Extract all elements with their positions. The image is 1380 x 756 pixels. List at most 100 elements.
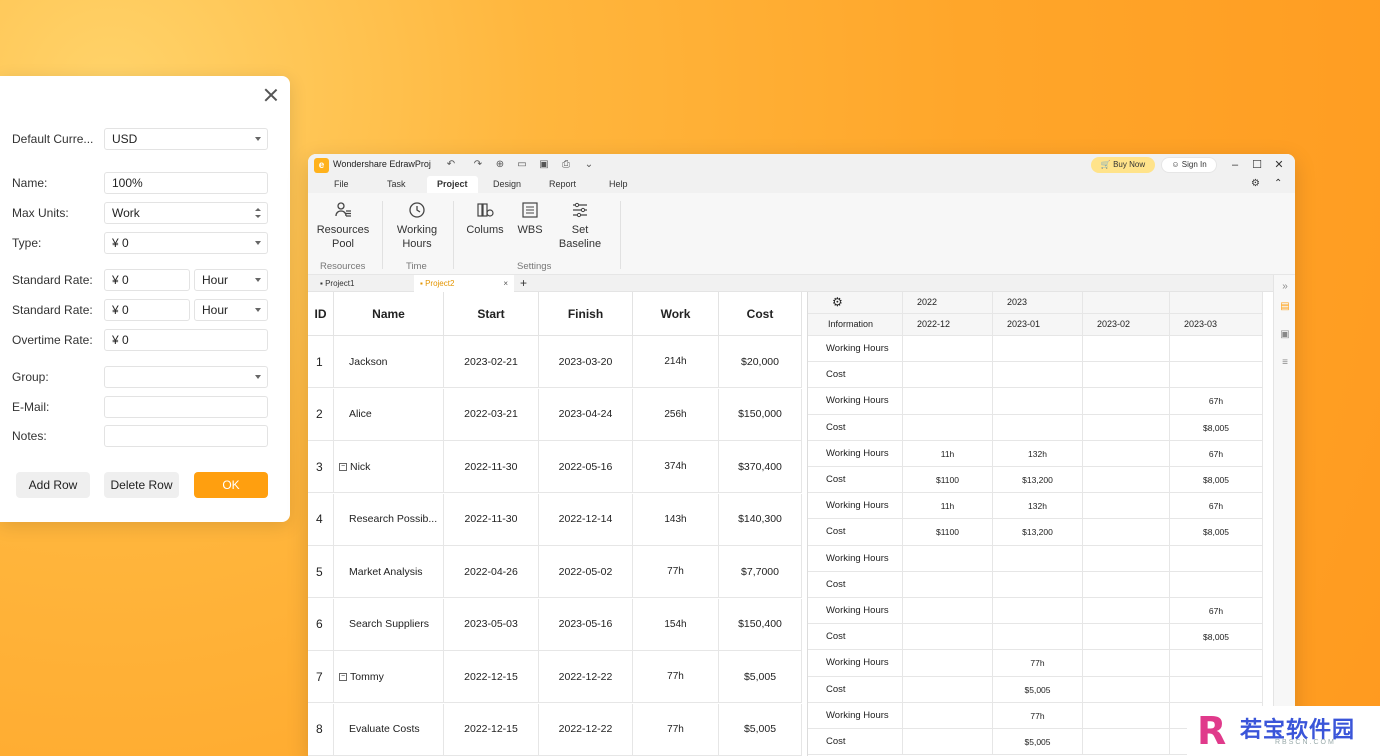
grid-cell[interactable] <box>903 336 993 363</box>
table-cell-cost[interactable]: $140,300 <box>719 493 802 546</box>
buy-now-button[interactable]: 🛒 Buy Now <box>1091 157 1155 173</box>
close-icon[interactable] <box>262 86 280 104</box>
filter-panel-icon[interactable]: ≡ <box>1282 357 1288 368</box>
grid-cell[interactable] <box>903 362 993 389</box>
open-folder-icon[interactable]: ▭ <box>517 159 527 170</box>
grid-cell[interactable] <box>1083 571 1170 598</box>
table-cell-start[interactable]: 2022-03-21 <box>444 388 539 441</box>
table-cell-id[interactable]: 1 <box>308 336 334 388</box>
grid-cell[interactable] <box>903 571 993 598</box>
grid-cell[interactable] <box>903 388 993 415</box>
menu-task[interactable]: Task <box>387 179 406 189</box>
redo-icon[interactable]: ↷ <box>473 159 483 170</box>
table-cell-name[interactable]: − Tommy <box>334 651 444 703</box>
table-cell-start[interactable]: 2023-05-03 <box>444 598 539 651</box>
table-cell-id[interactable]: 2 <box>308 388 334 441</box>
collapse-toggle-icon[interactable]: − <box>339 462 347 471</box>
table-cell-start[interactable]: 2023-02-21 <box>444 336 539 388</box>
grid-cell[interactable] <box>993 624 1083 651</box>
ok-button[interactable]: OK <box>194 472 268 498</box>
grid-cell[interactable]: $8,005 <box>1170 467 1263 494</box>
type-select[interactable]: ¥ 0 <box>104 232 268 254</box>
column-header-id[interactable]: ID <box>308 292 334 336</box>
email-field[interactable] <box>104 396 268 418</box>
grid-cell[interactable] <box>1083 519 1170 546</box>
grid-cell[interactable]: 77h <box>993 702 1083 729</box>
table-cell-start[interactable]: 2022-04-26 <box>444 546 539 598</box>
table-cell-work[interactable]: 374h <box>633 441 719 493</box>
table-cell-name[interactable]: Research Possib... <box>334 493 444 546</box>
grid-cell[interactable] <box>993 545 1083 572</box>
add-row-button[interactable]: Add Row <box>16 472 90 498</box>
table-cell-cost[interactable]: $5,005 <box>719 703 802 756</box>
table-cell-finish[interactable]: 2022-12-14 <box>539 493 633 546</box>
grid-cell[interactable] <box>1083 414 1170 441</box>
grid-cell[interactable] <box>1083 650 1170 677</box>
table-cell-finish[interactable]: 2022-05-02 <box>539 546 633 598</box>
grid-cell[interactable]: $8,005 <box>1170 624 1263 651</box>
grid-cell[interactable] <box>993 388 1083 415</box>
grid-cell[interactable] <box>1083 545 1170 572</box>
grid-cell[interactable] <box>1170 571 1263 598</box>
grid-cell[interactable] <box>993 336 1083 363</box>
grid-cell[interactable] <box>1083 362 1170 389</box>
table-cell-finish[interactable]: 2023-04-24 <box>539 388 633 441</box>
table-cell-finish[interactable]: 2022-05-16 <box>539 441 633 493</box>
resources-pool-button[interactable]: Resources Pool <box>316 201 370 251</box>
column-header-work[interactable]: Work <box>633 292 719 336</box>
menu-project[interactable]: Project <box>427 176 478 193</box>
grid-cell[interactable]: 77h <box>993 650 1083 677</box>
minimize-icon[interactable]: – <box>1231 159 1239 171</box>
standard-rate-unit-select[interactable]: Hour <box>194 269 268 291</box>
grid-cell[interactable] <box>1083 624 1170 651</box>
print-icon[interactable]: ⎙ <box>562 159 570 170</box>
table-cell-name[interactable]: Alice <box>334 388 444 441</box>
undo-icon[interactable]: ↶ <box>446 159 456 170</box>
grid-cell[interactable]: 67h <box>1170 598 1263 625</box>
grid-cell[interactable]: $1100 <box>903 467 993 494</box>
grid-cell[interactable] <box>903 702 993 729</box>
table-cell-cost[interactable]: $5,005 <box>719 651 802 703</box>
table-cell-work[interactable]: 154h <box>633 598 719 651</box>
more-chevron-icon[interactable]: ⌄ <box>584 159 594 170</box>
table-cell-finish[interactable]: 2023-03-20 <box>539 336 633 388</box>
table-cell-cost[interactable]: $150,400 <box>719 598 802 651</box>
collapse-ribbon-icon[interactable]: ⌃ <box>1274 178 1283 189</box>
table-cell-work[interactable]: 77h <box>633 651 719 703</box>
grid-cell[interactable] <box>903 598 993 625</box>
table-cell-finish[interactable]: 2022-12-22 <box>539 703 633 756</box>
default-currency-select[interactable]: USD <box>104 128 268 150</box>
column-header-start[interactable]: Start <box>444 292 539 336</box>
table-cell-work[interactable]: 77h <box>633 546 719 598</box>
task-panel-icon[interactable]: ▤ <box>1280 301 1290 312</box>
group-select[interactable] <box>104 366 268 388</box>
grid-cell[interactable]: $8,005 <box>1170 519 1263 546</box>
grid-cell[interactable]: $5,005 <box>993 676 1083 703</box>
grid-cell[interactable]: 132h <box>993 493 1083 520</box>
grid-cell[interactable] <box>993 571 1083 598</box>
wbs-button[interactable]: WBS <box>514 201 546 237</box>
grid-cell[interactable]: $13,200 <box>993 467 1083 494</box>
menu-file[interactable]: File <box>334 179 349 189</box>
colums-button[interactable]: Colums <box>464 201 506 237</box>
set-baseline-button[interactable]: Set Baseline <box>552 201 608 251</box>
grid-cell[interactable] <box>993 362 1083 389</box>
column-header-name[interactable]: Name <box>334 292 444 336</box>
grid-cell[interactable] <box>1170 650 1263 677</box>
maximize-icon[interactable]: ☐ <box>1252 159 1262 171</box>
table-cell-cost[interactable]: $20,000 <box>719 336 802 388</box>
grid-cell[interactable]: 132h <box>993 440 1083 467</box>
save-icon[interactable]: ▣ <box>539 159 549 170</box>
grid-cell[interactable] <box>903 414 993 441</box>
expand-chevrons-icon[interactable]: » <box>1282 281 1288 292</box>
grid-cell[interactable] <box>1083 440 1170 467</box>
table-cell-id[interactable]: 6 <box>308 598 334 651</box>
grid-cell[interactable] <box>903 729 993 756</box>
settings-gear-icon[interactable]: ⚙ <box>1251 178 1260 189</box>
table-cell-work[interactable]: 256h <box>633 388 719 441</box>
table-cell-work[interactable]: 214h <box>633 336 719 388</box>
grid-cell[interactable]: $8,005 <box>1170 414 1263 441</box>
tab-project2[interactable]: ▪ Project2 × <box>414 275 514 292</box>
table-cell-id[interactable]: 3 <box>308 441 334 493</box>
grid-cell[interactable] <box>903 650 993 677</box>
